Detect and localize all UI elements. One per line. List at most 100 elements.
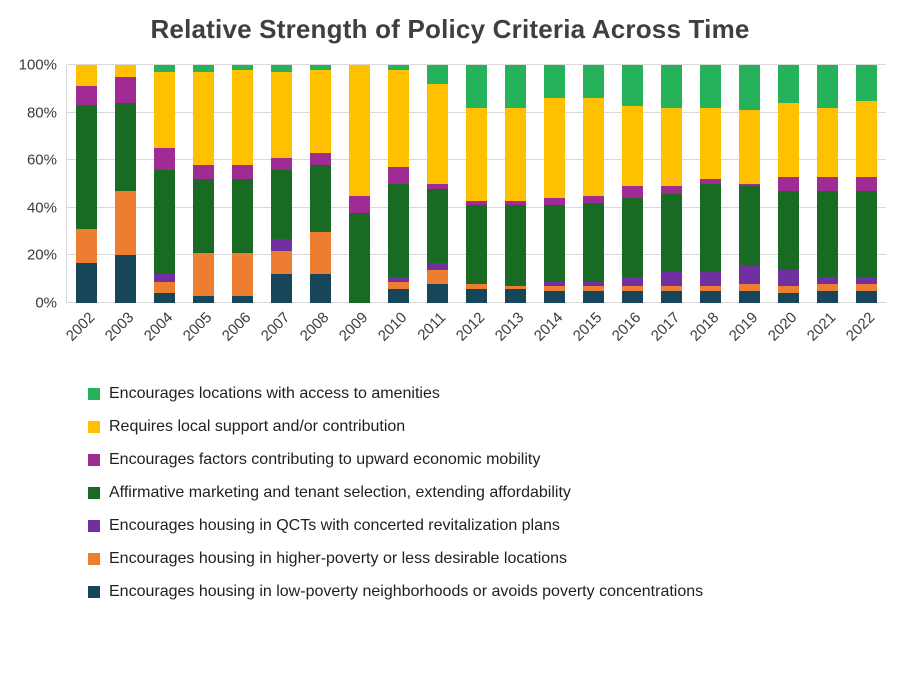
- segment: [505, 205, 526, 287]
- bar-column-2021: [808, 65, 847, 303]
- bar-column-2007: [262, 65, 301, 303]
- segment: [232, 179, 253, 254]
- segment: [739, 186, 760, 265]
- segment: [154, 274, 175, 282]
- stacked-bar-2020: [778, 65, 799, 303]
- segment: [427, 262, 448, 270]
- segment: [661, 193, 682, 273]
- segment: [154, 72, 175, 149]
- legend-label: Encourages locations with access to amen…: [109, 385, 440, 402]
- y-tick-label-80: 80%: [26, 104, 57, 122]
- y-tick-label-40: 40%: [26, 199, 57, 217]
- segment: [76, 86, 97, 106]
- plot-area: [66, 64, 886, 303]
- segment: [622, 198, 643, 277]
- segment: [388, 276, 409, 282]
- x-tick-label: 2018: [686, 309, 723, 345]
- legend-swatch: [88, 454, 100, 466]
- segment: [739, 291, 760, 303]
- segment: [232, 295, 253, 303]
- stacked-bar-chart: 0% 20% 40% 60% 80% 100% 2002 2003 2004 2005 2006 2…: [10, 57, 886, 365]
- segment: [544, 281, 565, 287]
- x-tick-2004: 2004: [141, 303, 184, 365]
- segment: [271, 157, 292, 170]
- x-tick-2003: 2003: [102, 303, 145, 365]
- x-tick-label: 2004: [140, 309, 177, 345]
- legend-item: Encourages housing in higher-poverty or …: [88, 550, 900, 568]
- x-tick-2002: 2002: [63, 303, 106, 365]
- bar-column-2013: [496, 65, 535, 303]
- segment: [778, 176, 799, 192]
- x-axis-spacer: [10, 303, 67, 365]
- legend-swatch: [88, 520, 100, 532]
- segment: [427, 188, 448, 263]
- bar-column-2012: [457, 65, 496, 303]
- bar-column-2017: [652, 65, 691, 303]
- x-tick-2012: 2012: [453, 303, 496, 365]
- x-tick-2022: 2022: [843, 303, 886, 365]
- stacked-bar-2009: [349, 65, 370, 303]
- segment: [310, 69, 331, 154]
- segment: [739, 184, 760, 187]
- x-tick-2010: 2010: [375, 303, 418, 365]
- legend: Encourages locations with access to amen…: [88, 385, 900, 601]
- bar-column-2018: [691, 65, 730, 303]
- segment: [817, 176, 838, 192]
- segment: [661, 286, 682, 292]
- segment: [661, 186, 682, 194]
- x-tick-label: 2017: [647, 309, 684, 345]
- stacked-bar-2010: [388, 65, 409, 303]
- segment: [310, 274, 331, 303]
- legend-item: Encourages factors contributing to upwar…: [88, 451, 900, 469]
- x-tick-label: 2009: [335, 309, 372, 345]
- x-tick-label: 2011: [414, 309, 450, 344]
- x-tick-label: 2002: [62, 309, 99, 345]
- y-tick-label-100: 100%: [18, 56, 57, 74]
- bar-column-2010: [379, 65, 418, 303]
- stacked-bar-2011: [427, 65, 448, 303]
- segment: [349, 212, 370, 303]
- segment: [427, 65, 448, 85]
- x-tick-label: 2022: [842, 309, 879, 345]
- segment: [232, 69, 253, 166]
- segment: [544, 65, 565, 99]
- segment: [505, 107, 526, 201]
- legend-swatch: [88, 388, 100, 400]
- segment: [700, 107, 721, 180]
- segment: [310, 153, 331, 165]
- y-axis: 0% 20% 40% 60% 80% 100%: [10, 57, 66, 312]
- x-tick-label: 2021: [803, 309, 840, 345]
- segment: [544, 98, 565, 199]
- segment: [778, 269, 799, 287]
- segment: [427, 269, 448, 284]
- segment: [466, 205, 487, 284]
- x-tick-label: 2013: [491, 309, 528, 345]
- x-tick-label: 2003: [101, 309, 138, 345]
- segment: [856, 276, 877, 284]
- segment: [856, 100, 877, 177]
- segment: [778, 293, 799, 303]
- segment: [700, 179, 721, 185]
- segment: [388, 167, 409, 185]
- segment: [115, 255, 136, 303]
- legend-swatch: [88, 553, 100, 565]
- segment: [622, 276, 643, 287]
- segment: [778, 191, 799, 270]
- segment: [193, 295, 214, 303]
- segment: [193, 253, 214, 296]
- bar-column-2016: [613, 65, 652, 303]
- stacked-bar-2006: [232, 65, 253, 303]
- segment: [739, 283, 760, 292]
- legend-swatch: [88, 487, 100, 499]
- segment: [271, 238, 292, 251]
- x-tick-2018: 2018: [687, 303, 730, 365]
- stacked-bar-2004: [154, 65, 175, 303]
- segment: [388, 65, 409, 70]
- segment: [817, 276, 838, 284]
- legend-swatch: [88, 586, 100, 598]
- segment: [856, 176, 877, 192]
- segment: [778, 65, 799, 104]
- segment: [583, 65, 604, 99]
- x-tick-label: 2007: [257, 309, 294, 345]
